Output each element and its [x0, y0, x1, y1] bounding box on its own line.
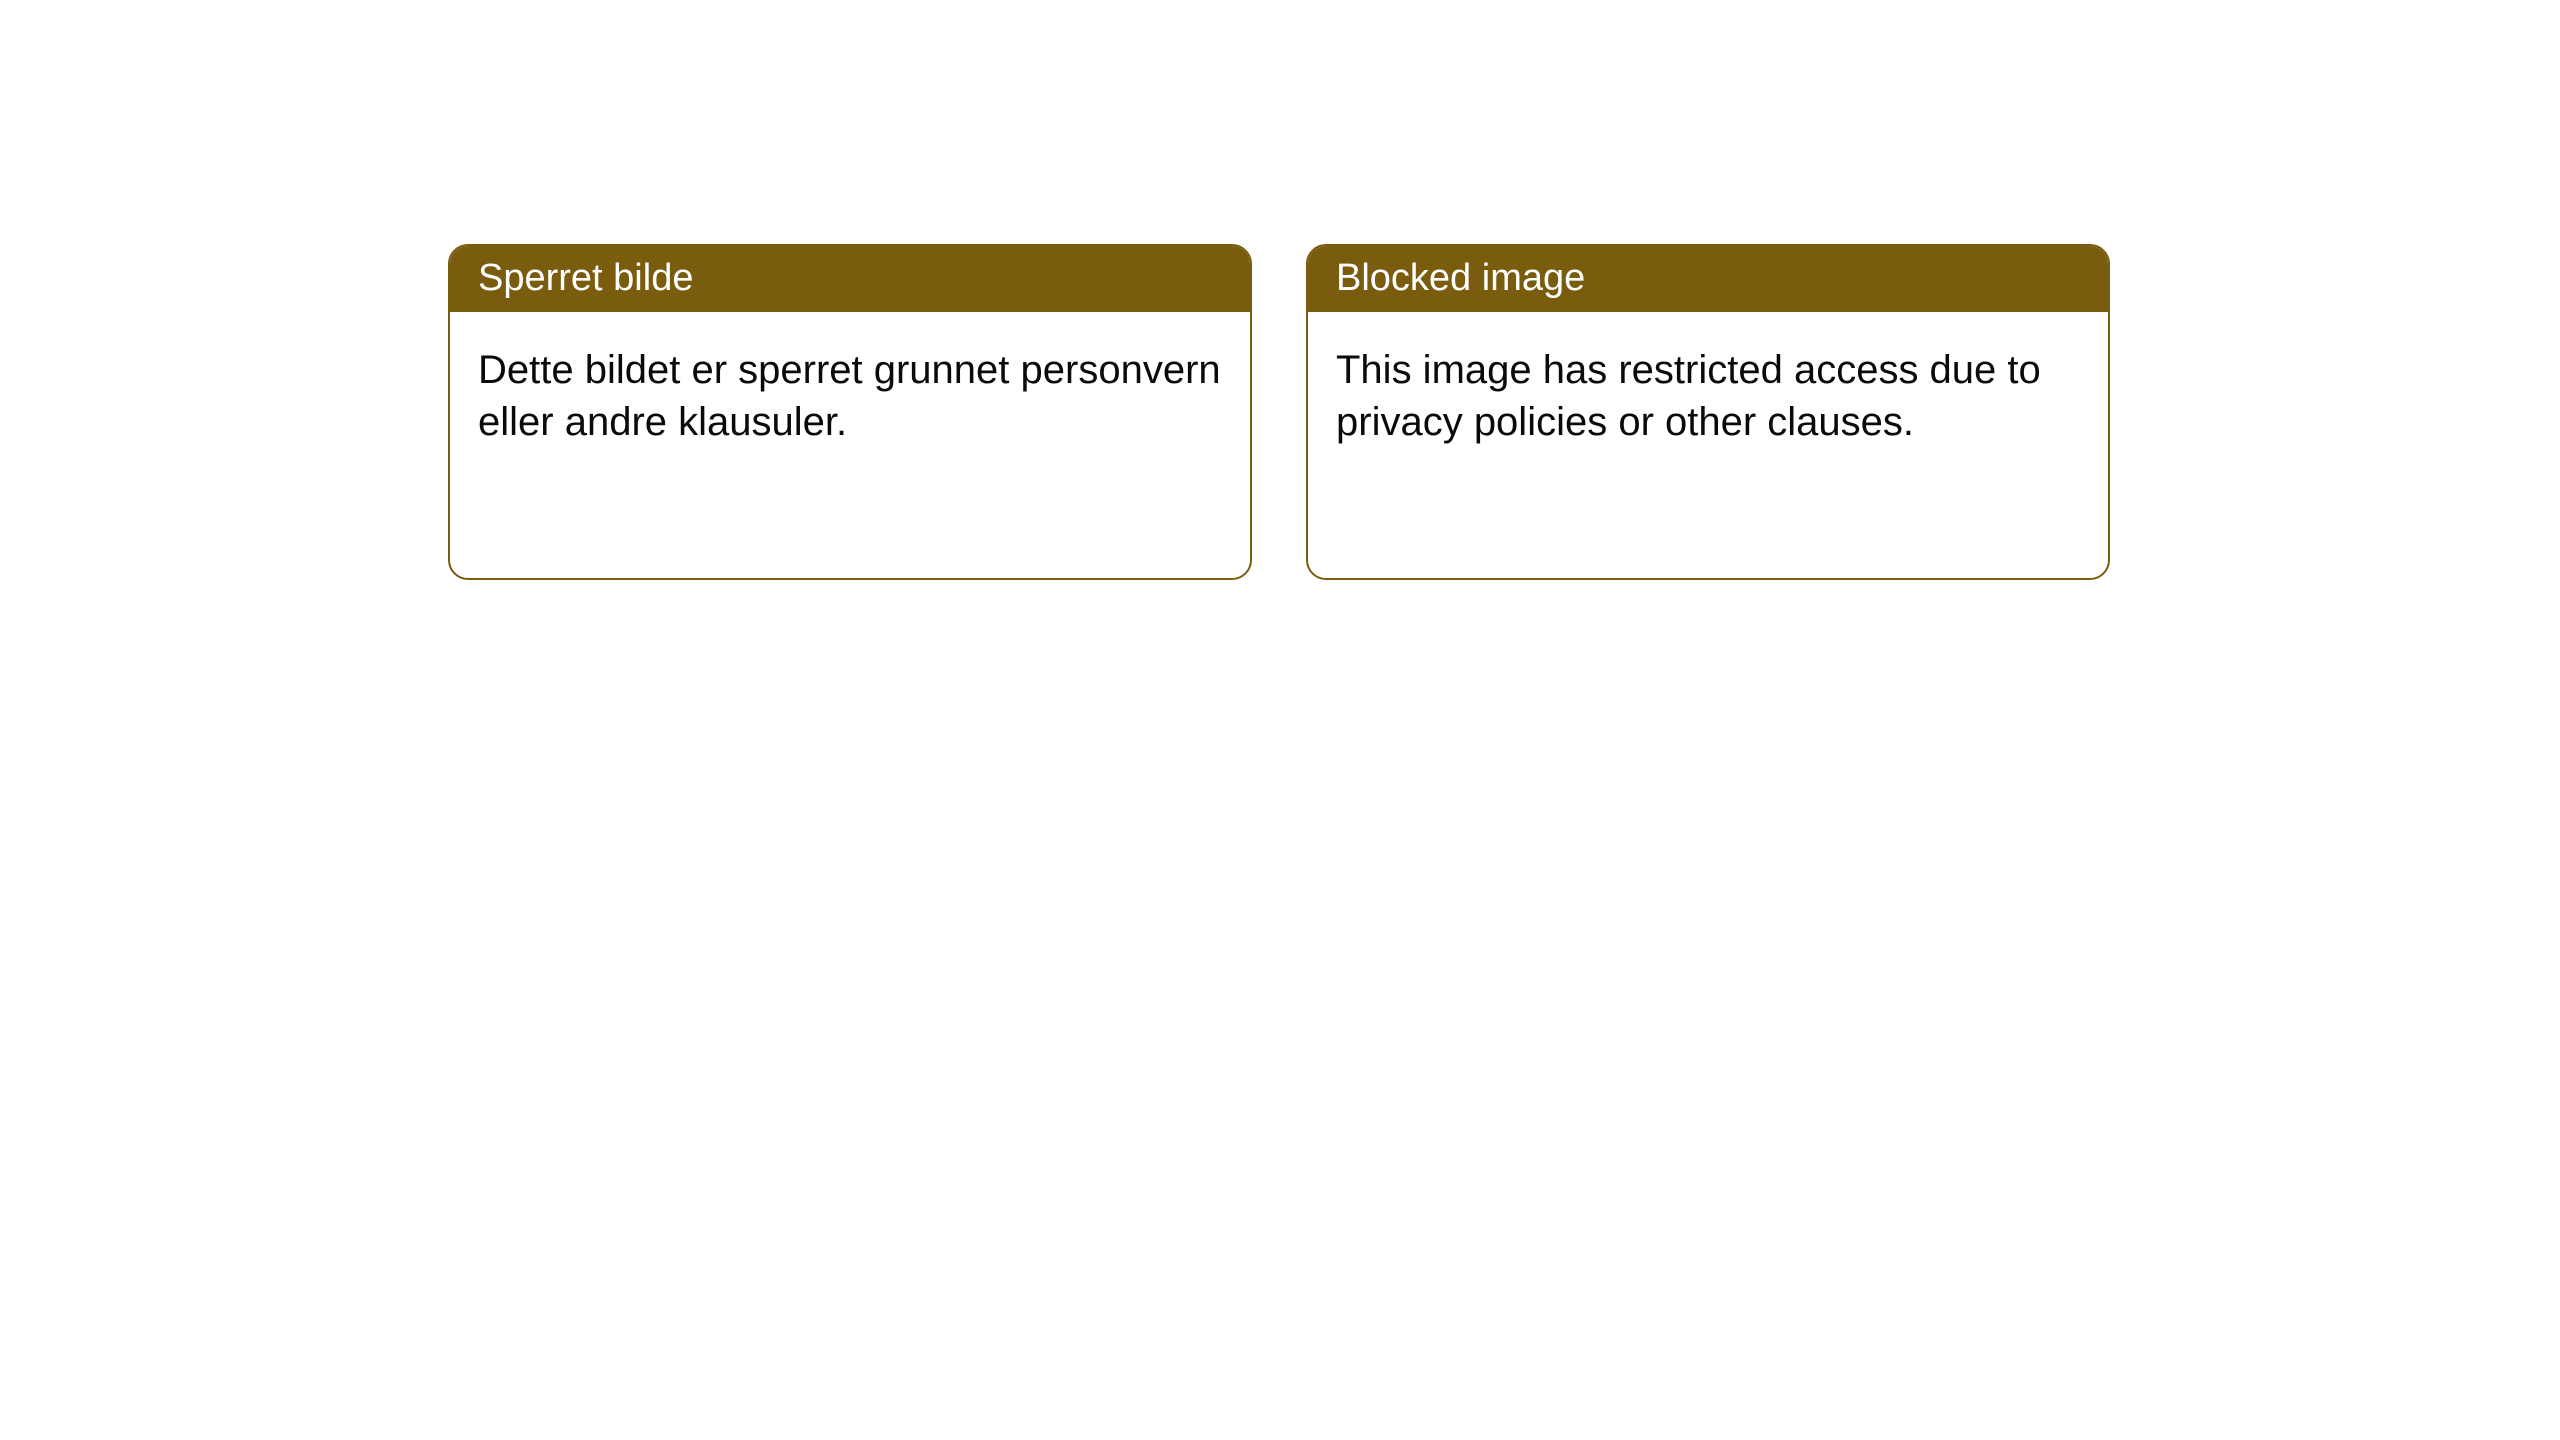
notice-card-english: Blocked image This image has restricted … [1306, 244, 2110, 580]
notice-header: Sperret bilde [450, 246, 1250, 312]
notice-body: This image has restricted access due to … [1308, 312, 2108, 480]
notice-header: Blocked image [1308, 246, 2108, 312]
notice-title: Sperret bilde [478, 257, 693, 299]
notice-message: This image has restricted access due to … [1336, 348, 2041, 444]
notice-body: Dette bildet er sperret grunnet personve… [450, 312, 1250, 480]
notice-container: Sperret bilde Dette bildet er sperret gr… [448, 244, 2110, 580]
notice-message: Dette bildet er sperret grunnet personve… [478, 348, 1221, 444]
notice-card-norwegian: Sperret bilde Dette bildet er sperret gr… [448, 244, 1252, 580]
notice-title: Blocked image [1336, 257, 1585, 299]
